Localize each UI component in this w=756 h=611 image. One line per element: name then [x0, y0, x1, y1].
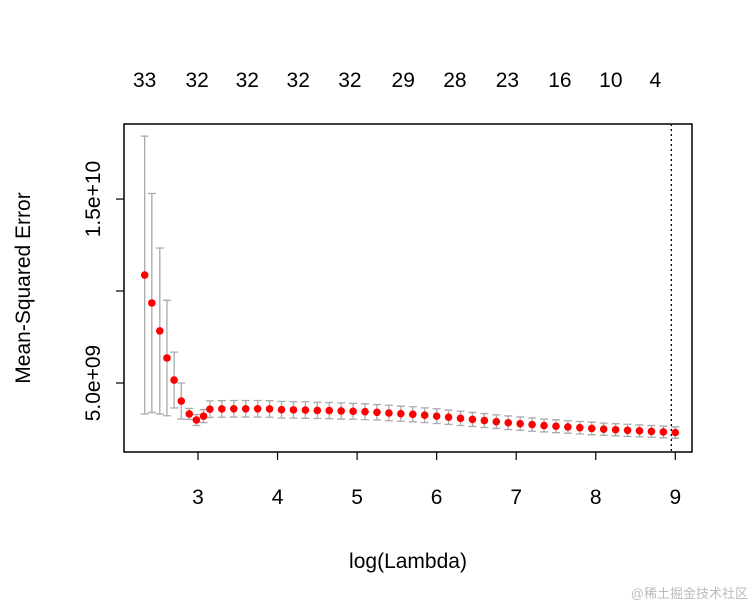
top-axis-label: 16	[548, 69, 571, 92]
point	[140, 271, 149, 279]
point	[192, 416, 201, 424]
point	[277, 405, 286, 414]
point	[587, 424, 596, 433]
top-axis-label: 32	[236, 69, 259, 92]
top-axis-label: 32	[287, 69, 310, 92]
point	[504, 418, 513, 427]
point	[564, 423, 572, 431]
y-tick-label: 1.5e+10	[82, 161, 105, 238]
point	[492, 417, 501, 426]
top-axis-label: 32	[186, 69, 209, 92]
point	[528, 420, 536, 429]
point	[253, 404, 262, 413]
point	[444, 413, 453, 422]
x-tick-label: 8	[590, 486, 602, 509]
point	[385, 409, 393, 417]
point	[432, 412, 441, 420]
point	[289, 406, 298, 414]
point	[325, 406, 334, 415]
x-tick-label: 6	[431, 486, 443, 509]
point	[468, 415, 477, 424]
point	[148, 299, 156, 307]
point	[552, 422, 560, 431]
point	[480, 416, 489, 425]
point	[177, 397, 186, 405]
point	[516, 419, 524, 428]
x-tick-label: 4	[272, 486, 284, 509]
y-axis-label: Mean-Squared Error	[12, 192, 35, 383]
point	[659, 428, 668, 436]
top-axis-label: 32	[338, 69, 361, 92]
point	[373, 408, 381, 417]
y-tick-label: 5.0e+09	[82, 345, 105, 422]
point	[576, 423, 584, 432]
point	[229, 404, 238, 413]
x-tick-label: 5	[351, 486, 363, 509]
point	[540, 421, 548, 430]
point	[337, 407, 345, 415]
point	[623, 426, 632, 435]
top-axis-label: 28	[443, 69, 466, 92]
top-axis-label: 29	[392, 69, 415, 92]
point	[265, 405, 274, 413]
point	[301, 406, 310, 414]
top-axis-label: 4	[650, 69, 662, 92]
x-tick-label: 7	[510, 486, 522, 509]
top-axis-label: 33	[133, 69, 156, 92]
plot-frame	[123, 123, 693, 453]
point	[408, 410, 417, 419]
point	[199, 412, 208, 420]
point	[647, 427, 656, 436]
point	[206, 405, 214, 413]
point	[635, 427, 644, 435]
point	[163, 354, 171, 362]
point	[155, 327, 164, 335]
point	[671, 428, 680, 437]
point	[241, 404, 250, 413]
point	[397, 409, 405, 418]
top-axis-label: 23	[496, 69, 519, 92]
point	[349, 407, 357, 416]
point	[313, 406, 322, 415]
point	[170, 376, 178, 384]
point	[599, 425, 608, 433]
top-axis-label: 10	[599, 69, 622, 92]
point	[218, 405, 226, 413]
x-axis-label: log(Lambda)	[349, 550, 467, 573]
point	[185, 410, 194, 418]
point	[611, 425, 620, 434]
point	[456, 414, 465, 423]
watermark: @稀土掘金技术社区	[631, 586, 748, 601]
x-tick-label: 3	[192, 486, 204, 509]
point	[420, 411, 429, 420]
point	[361, 407, 369, 416]
x-tick-label: 9	[669, 486, 681, 509]
